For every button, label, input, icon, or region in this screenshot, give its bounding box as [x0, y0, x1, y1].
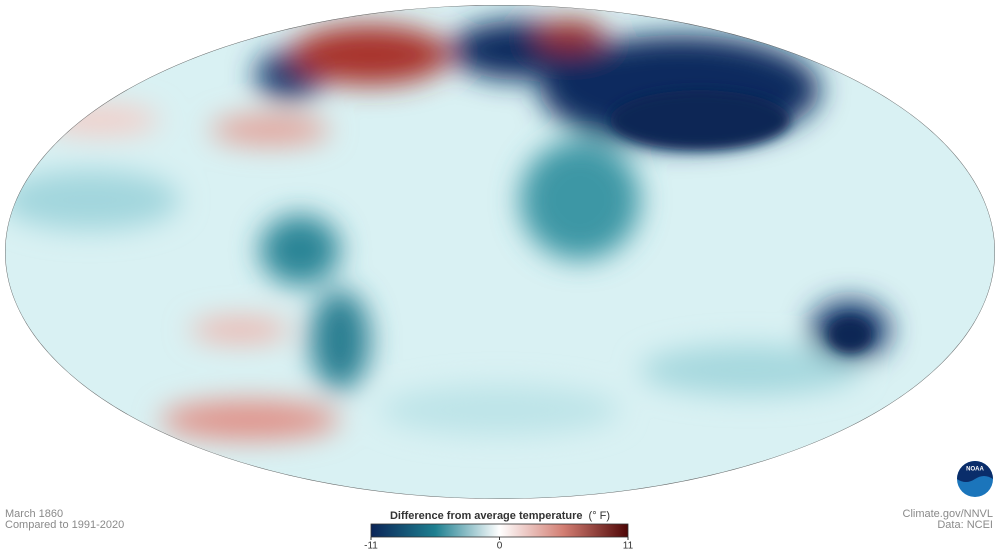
noaa-logo: NOAA [957, 461, 993, 497]
colorbar-tick-label: 0 [497, 541, 503, 552]
svg-text:NOAA: NOAA [966, 467, 984, 473]
legend-unit: (° F) [589, 510, 611, 522]
colorbar-tick-label: 11 [623, 541, 634, 552]
legend-title: Difference from average temperature [390, 510, 583, 522]
colorbar-tick-label: -11 [364, 541, 378, 552]
baseline-label: Compared to 1991-2020 [5, 519, 124, 531]
data-credit: Data: NCEI [937, 519, 993, 531]
date-label: March 1860 [5, 508, 63, 520]
colorbar [370, 523, 629, 538]
source-credit: Climate.gov/NNVL [903, 508, 993, 520]
colorbar-legend: Difference from average temperature (° F… [364, 510, 633, 552]
